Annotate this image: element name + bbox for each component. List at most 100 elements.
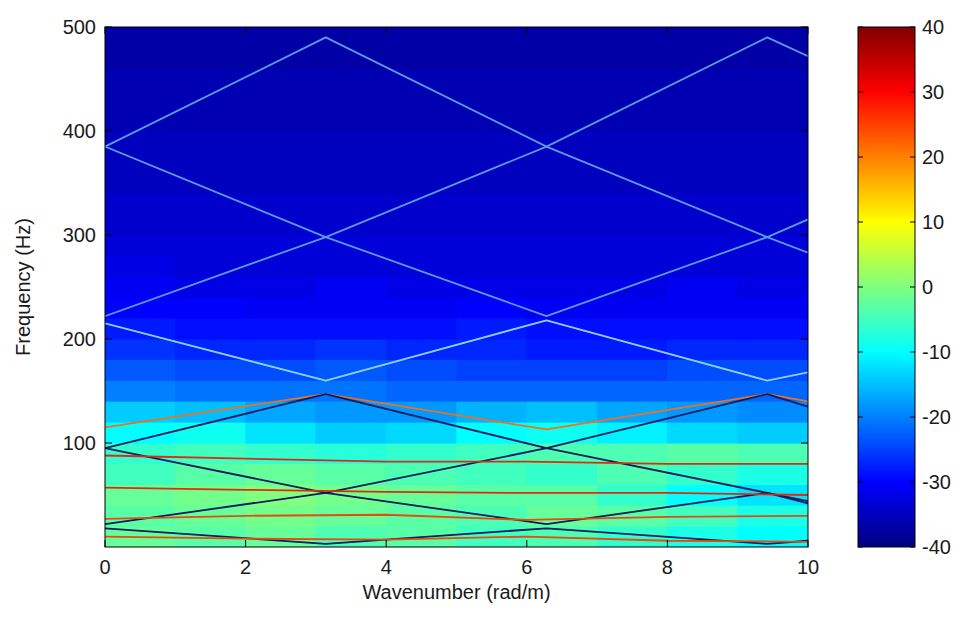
heat-cell [738, 235, 808, 256]
colorbar-tick-label: -30 [922, 471, 951, 493]
colorbar-tick [858, 482, 863, 483]
colorbar-tick [910, 222, 915, 223]
x-tick [526, 27, 527, 34]
heat-cell [175, 110, 245, 131]
curve [105, 537, 808, 542]
heat-cell [457, 48, 527, 69]
heat-cell [246, 89, 316, 110]
heat-cell [457, 297, 527, 318]
heat-cell [597, 235, 667, 256]
heat-cell [527, 464, 597, 485]
y-tick [801, 131, 808, 132]
heat-cell [738, 401, 808, 422]
heat-cell [527, 110, 597, 131]
heat-cell [386, 235, 456, 256]
heat-cell [105, 360, 175, 381]
heat-cell [457, 110, 527, 131]
heat-cell [667, 381, 737, 402]
heat-cell [667, 277, 737, 298]
heat-cell [105, 297, 175, 318]
heat-cell [246, 27, 316, 48]
heat-cell [527, 277, 597, 298]
y-tick-label: 200 [63, 328, 96, 350]
curve [105, 528, 808, 544]
heat-cell [386, 110, 456, 131]
heat-cell [597, 131, 667, 152]
heat-cell [597, 485, 667, 506]
heat-cell [527, 256, 597, 277]
curve [105, 320, 808, 380]
colorbar-tick [910, 92, 915, 93]
heat-cell [457, 69, 527, 90]
x-tick [245, 27, 246, 34]
heat-cell [597, 173, 667, 194]
heat-cell [667, 69, 737, 90]
heat-cell [175, 131, 245, 152]
heat-cell [175, 48, 245, 69]
heat-cell [667, 297, 737, 318]
heat-cell [246, 526, 316, 547]
heat-cell [316, 152, 386, 173]
heat-cell [597, 318, 667, 339]
heat-cell [738, 422, 808, 443]
curve [105, 394, 808, 429]
colorbar-tick [858, 222, 863, 223]
heat-cell [316, 110, 386, 131]
curve [105, 515, 808, 520]
lines [105, 37, 808, 543]
heat-cell [246, 339, 316, 360]
heat-cell [105, 110, 175, 131]
heat-cell [105, 69, 175, 90]
curve [105, 493, 808, 524]
heat-cell [386, 422, 456, 443]
heat-cell [738, 277, 808, 298]
heat-cell [175, 485, 245, 506]
heat-cell [105, 173, 175, 194]
curve [105, 147, 808, 237]
colorbar-tick [858, 92, 863, 93]
heat-cell [386, 381, 456, 402]
heat-cell [457, 131, 527, 152]
y-tick [801, 339, 808, 340]
y-axis-title: Frequency (Hz) [12, 218, 34, 356]
heat-cell [527, 235, 597, 256]
heat-cell [457, 464, 527, 485]
heat-cell [316, 464, 386, 485]
heat-cell [667, 27, 737, 48]
heat-cell [738, 318, 808, 339]
heat-cell [105, 256, 175, 277]
heat-cell [386, 89, 456, 110]
x-axis-title: Wavenumber (rad/m) [362, 581, 550, 603]
heat-cell [597, 214, 667, 235]
heat-cell [316, 360, 386, 381]
heat-cell [316, 173, 386, 194]
heat-cell [527, 69, 597, 90]
heat-cell [667, 89, 737, 110]
heat-cell [105, 27, 175, 48]
heat-cell [316, 422, 386, 443]
heat-cell [386, 173, 456, 194]
heat-cell [667, 526, 737, 547]
curve [105, 237, 808, 316]
cells [105, 27, 808, 547]
colorbar-tick-label: 20 [922, 146, 944, 168]
heat-cell [386, 339, 456, 360]
heat-cell [597, 464, 667, 485]
heat-cell [667, 214, 737, 235]
heat-cell [246, 131, 316, 152]
y-tick [105, 443, 112, 444]
heat-cell [316, 318, 386, 339]
x-tick-label: 8 [662, 556, 673, 578]
heat-cell [386, 443, 456, 464]
y-tick [801, 27, 808, 28]
y-tick [801, 235, 808, 236]
heat-cell [597, 152, 667, 173]
y-tick [105, 27, 112, 28]
heat-cell [246, 110, 316, 131]
colorbar-tick-label: 10 [922, 211, 944, 233]
heat-cell [175, 69, 245, 90]
heat-cell [105, 235, 175, 256]
y-tick [105, 131, 112, 132]
x-tick [386, 27, 387, 34]
x-tick [245, 540, 246, 547]
